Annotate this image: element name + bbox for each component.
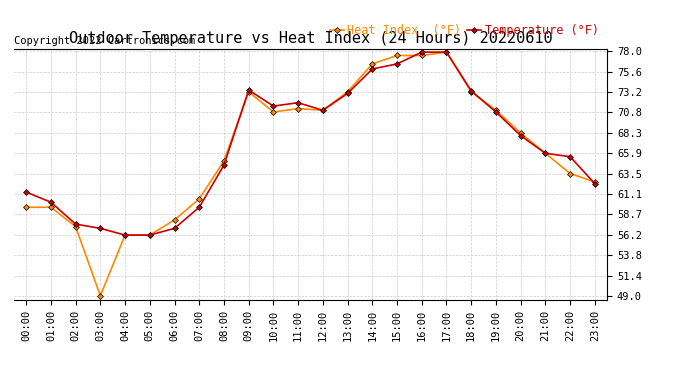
Temperature (°F) bbox=[492, 110, 500, 114]
Temperature (°F) bbox=[319, 108, 327, 112]
Heat Index  (°F) bbox=[121, 233, 129, 237]
Text: Copyright 2022 Cartronics.com: Copyright 2022 Cartronics.com bbox=[14, 36, 195, 46]
Heat Index  (°F) bbox=[517, 131, 525, 135]
Heat Index  (°F) bbox=[72, 224, 80, 229]
Heat Index  (°F) bbox=[591, 180, 599, 184]
Heat Index  (°F) bbox=[146, 233, 154, 237]
Temperature (°F) bbox=[467, 88, 475, 93]
Heat Index  (°F) bbox=[170, 217, 179, 222]
Line: Heat Index  (°F): Heat Index (°F) bbox=[24, 50, 597, 298]
Heat Index  (°F) bbox=[96, 294, 104, 298]
Temperature (°F) bbox=[344, 91, 352, 96]
Heat Index  (°F) bbox=[492, 108, 500, 112]
Temperature (°F) bbox=[146, 233, 154, 237]
Temperature (°F) bbox=[195, 205, 204, 210]
Heat Index  (°F) bbox=[417, 53, 426, 58]
Temperature (°F) bbox=[591, 182, 599, 186]
Heat Index  (°F) bbox=[294, 106, 302, 111]
Temperature (°F) bbox=[442, 50, 451, 54]
Heat Index  (°F) bbox=[195, 196, 204, 201]
Heat Index  (°F) bbox=[393, 53, 401, 58]
Heat Index  (°F) bbox=[269, 110, 277, 114]
Temperature (°F) bbox=[368, 67, 377, 71]
Heat Index  (°F) bbox=[566, 171, 574, 176]
Heat Index  (°F) bbox=[47, 205, 55, 210]
Heat Index  (°F) bbox=[244, 90, 253, 94]
Heat Index  (°F) bbox=[541, 151, 549, 156]
Temperature (°F) bbox=[244, 88, 253, 92]
Temperature (°F) bbox=[47, 200, 55, 204]
Temperature (°F) bbox=[269, 104, 277, 108]
Heat Index  (°F) bbox=[467, 90, 475, 94]
Heat Index  (°F) bbox=[319, 108, 327, 112]
Legend: Heat Index  (°F), Temperature (°F): Heat Index (°F), Temperature (°F) bbox=[327, 22, 601, 40]
Temperature (°F) bbox=[170, 226, 179, 231]
Heat Index  (°F) bbox=[344, 90, 352, 94]
Heat Index  (°F) bbox=[22, 205, 30, 210]
Temperature (°F) bbox=[517, 134, 525, 138]
Heat Index  (°F) bbox=[442, 50, 451, 54]
Temperature (°F) bbox=[72, 222, 80, 226]
Temperature (°F) bbox=[121, 233, 129, 237]
Line: Temperature (°F): Temperature (°F) bbox=[24, 50, 597, 237]
Heat Index  (°F) bbox=[368, 62, 377, 66]
Temperature (°F) bbox=[294, 100, 302, 105]
Title: Outdoor Temperature vs Heat Index (24 Hours) 20220610: Outdoor Temperature vs Heat Index (24 Ho… bbox=[69, 31, 552, 46]
Temperature (°F) bbox=[22, 190, 30, 194]
Heat Index  (°F) bbox=[220, 159, 228, 163]
Temperature (°F) bbox=[96, 226, 104, 231]
Temperature (°F) bbox=[541, 151, 549, 156]
Temperature (°F) bbox=[393, 62, 401, 66]
Temperature (°F) bbox=[566, 154, 574, 159]
Temperature (°F) bbox=[417, 50, 426, 54]
Temperature (°F) bbox=[220, 163, 228, 167]
